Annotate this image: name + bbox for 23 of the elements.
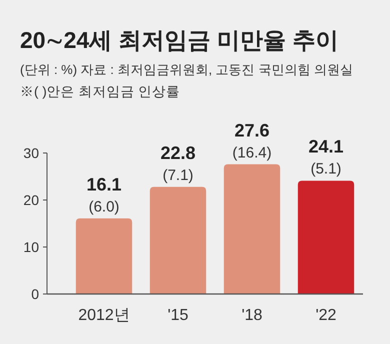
data-label: 27.6: [234, 120, 270, 140]
bar: [298, 180, 354, 294]
annotation: (16.4): [232, 144, 272, 162]
y-tick-label: 0: [31, 286, 40, 302]
data-label: 22.8: [160, 142, 196, 163]
bar: [76, 218, 132, 294]
y-tick-label: 20: [23, 192, 40, 208]
x-tick-label: '18: [242, 307, 263, 324]
bar: [150, 186, 206, 294]
y-tick-label: 30: [23, 145, 40, 161]
data-label: 24.1: [308, 136, 344, 157]
annotation: (5.1): [310, 160, 342, 178]
annotation: (7.1): [162, 166, 194, 184]
annotation: (6.0): [88, 198, 120, 216]
chart-subtitle: (단위 : %) 자료 : 최저임금위원회, 고동진 국민의힘 의원실: [20, 62, 353, 77]
chart-title: 20∼24세 최저임금 미만율 추이: [20, 27, 338, 53]
text: ※( )안은 최저임금 인상률: [20, 84, 180, 99]
y-tick-label: 10: [23, 239, 40, 255]
bar: [224, 164, 280, 294]
x-tick-label: '22: [316, 307, 337, 324]
x-tick-label: 2012년: [78, 307, 130, 324]
x-tick-label: '15: [168, 307, 189, 324]
data-label: 16.1: [86, 174, 122, 194]
